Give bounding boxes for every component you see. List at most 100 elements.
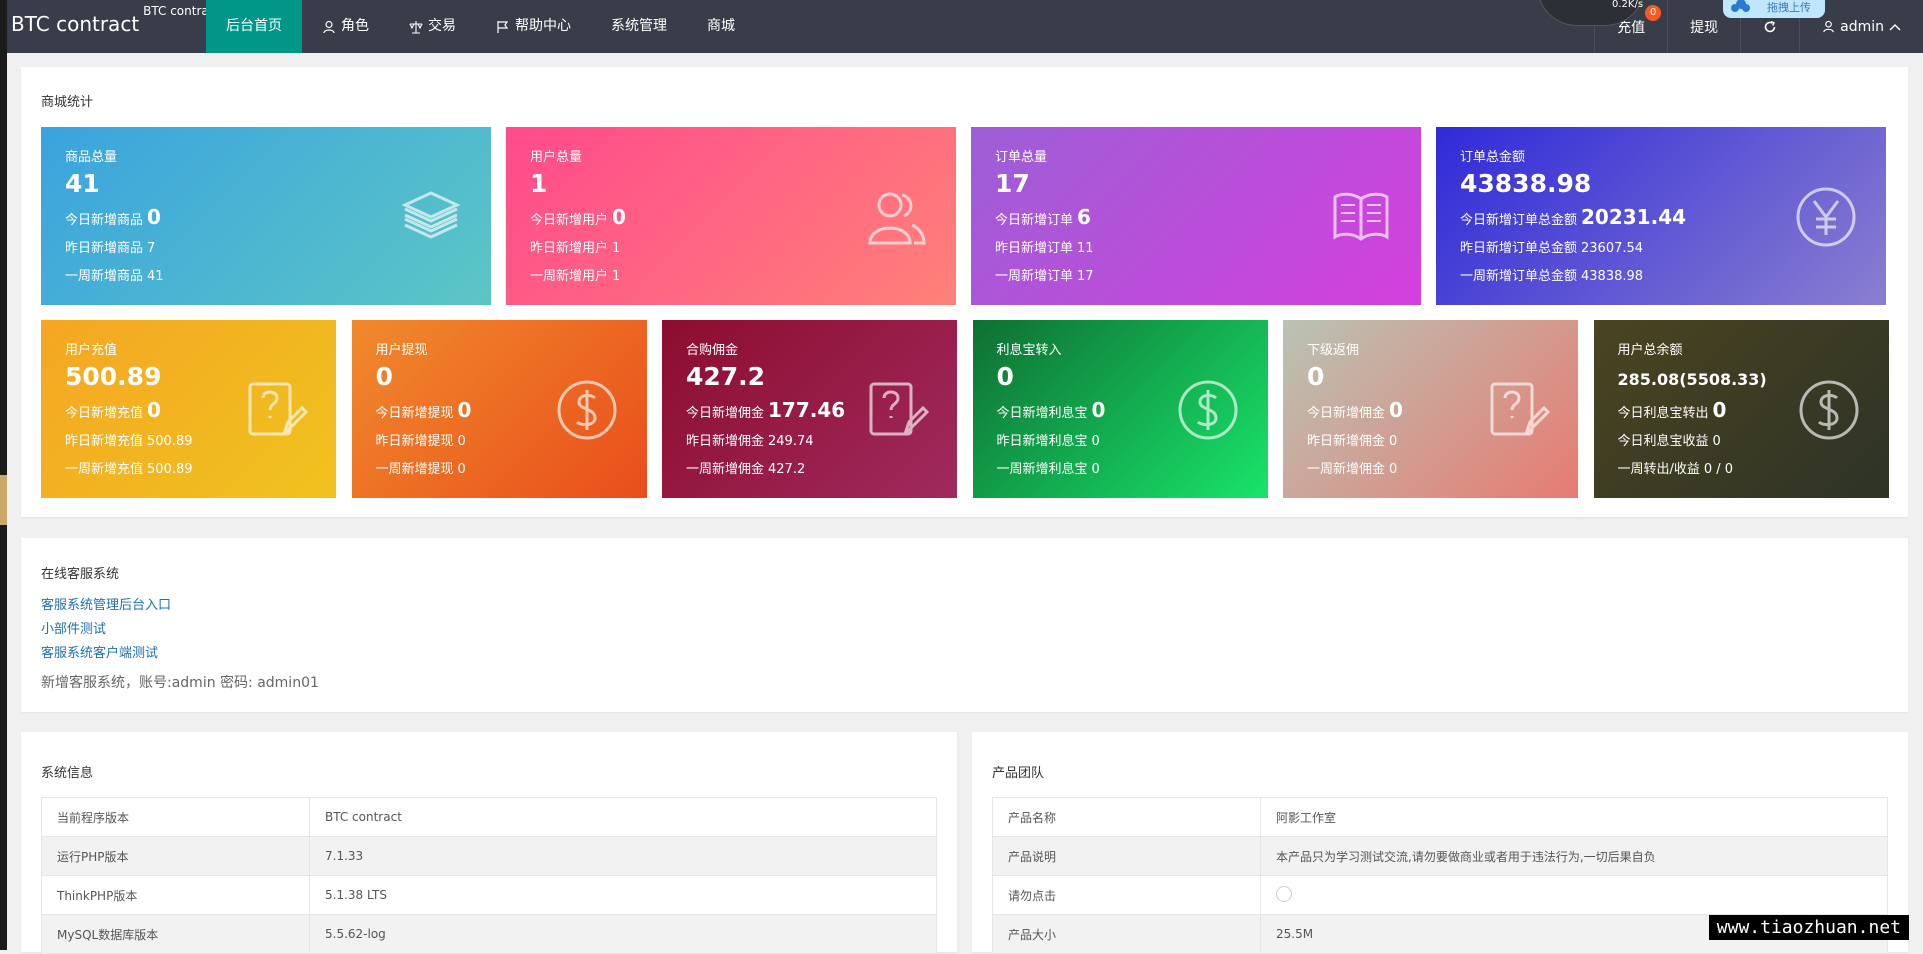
cs-client-test-link[interactable]: 客服系统客户端测试 <box>41 646 159 661</box>
stat-week: 一周新增订单总金额 43838.98 <box>1460 269 1644 284</box>
top-navbar: BTC contractBTC contract 后台首页 角色 交易 帮助中心… <box>7 0 1923 53</box>
stat-total: 0 <box>375 362 393 391</box>
recharge-button[interactable]: 充值 0 <box>1594 0 1667 53</box>
nav-home[interactable]: 后台首页 <box>206 0 302 53</box>
edit-icon <box>1486 378 1551 442</box>
user-menu[interactable]: admin <box>1799 0 1923 53</box>
main-nav: 后台首页 角色 交易 帮助中心 系统管理 商城 <box>206 0 755 53</box>
stat-today: 今日新增佣金 177.46 <box>686 398 846 422</box>
stat-today: 今日新增用户 0 <box>530 205 626 229</box>
withdraw-button[interactable]: 提现 <box>1667 0 1740 53</box>
cs-account-note: 新增客服系统，账号:admin 密码: admin01 <box>41 675 319 691</box>
table-row: 产品说明 本产品只为学习测试交流,请勿要做商业或者用于违法行为,一切后果自负 <box>992 836 1888 876</box>
stats-panel: 商城统计 商品总量 41 今日新增商品 0 昨日新增商品 7 一周新增商品 41 用户… <box>21 67 1908 517</box>
stat-yesterday: 今日利息宝收益 0 <box>1617 434 1721 449</box>
stat-card-row2-3: 利息宝转入 0 今日新增利息宝 0 昨日新增利息宝 0 一周新增利息宝 0 <box>972 320 1268 498</box>
user-icon <box>323 20 335 33</box>
stat-yesterday: 昨日新增用户 1 <box>530 241 621 256</box>
stat-week: 一周新增佣金 0 <box>1307 462 1398 477</box>
placeholder-badge-icon[interactable] <box>1276 885 1292 902</box>
recharge-badge: 0 <box>1645 5 1662 21</box>
stat-card-row1-2: 订单总量 17 今日新增订单 6 昨日新增订单 11 一周新增订单 17 <box>971 127 1421 305</box>
product-size-link[interactable]: 25.5M <box>1276 927 1314 941</box>
stat-total: 1 <box>530 169 548 198</box>
table-row: 产品名称 阿影工作室 <box>992 797 1888 837</box>
stat-card-row2-0: 用户充值 500.89 今日新增充值 0 昨日新增充值 500.89 一周新增充值 5… <box>41 320 336 498</box>
chevron-up-icon <box>1889 23 1901 30</box>
stat-week: 一周转出/收益 0 / 0 <box>1617 462 1734 477</box>
stat-week: 一周新增佣金 427.2 <box>686 462 806 477</box>
stat-total: 500.89 <box>65 362 162 391</box>
system-info-title: 系统信息 <box>41 766 94 781</box>
table-row: 当前程序版本 BTC contract <box>41 797 937 837</box>
stat-card-row2-4: 下级返佣 0 今日新增佣金 0 昨日新增佣金 0 一周新增佣金 0 <box>1283 320 1578 498</box>
stat-today: 今日新增订单 6 <box>995 205 1091 229</box>
stat-week: 一周新增商品 41 <box>65 269 164 284</box>
stat-total: 41 <box>65 169 100 198</box>
stat-yesterday: 昨日新增提现 0 <box>375 434 466 449</box>
stat-card-row1-0: 商品总量 41 今日新增商品 0 昨日新增商品 7 一周新增商品 41 <box>41 127 491 305</box>
nav-role[interactable]: 角色 <box>302 0 389 53</box>
stat-total: 17 <box>995 169 1030 198</box>
stat-today: 今日利息宝转出 0 <box>1617 398 1727 422</box>
stat-label: 下级返佣 <box>1307 343 1360 358</box>
book-icon <box>1329 185 1393 249</box>
stat-today: 今日新增提现 0 <box>375 398 472 422</box>
refresh-icon <box>1764 20 1776 32</box>
stat-card-row1-3: 订单总金额 43838.98 今日新增订单总金额 20231.44 昨日新增订单总… <box>1436 127 1886 305</box>
speed-readout: 0.2K/s <box>1612 0 1644 10</box>
table-row: MySQL数据库版本 5.5.62-log <box>41 914 937 954</box>
stat-yesterday: 昨日新增佣金 0 <box>1307 434 1398 449</box>
dollar-icon <box>1176 378 1240 442</box>
watermark: www.tiaozhuan.net <box>1708 915 1909 940</box>
scale-icon <box>409 20 423 34</box>
edit-icon <box>244 378 309 442</box>
refresh-button[interactable] <box>1740 0 1799 53</box>
layers-icon <box>399 185 463 249</box>
cloud-icon <box>1731 0 1750 12</box>
stat-today: 今日新增佣金 0 <box>1307 398 1403 422</box>
system-info-table: 当前程序版本 BTC contract 运行PHP版本 7.1.33 ThinkPH… <box>41 797 937 954</box>
nav-system[interactable]: 系统管理 <box>611 18 667 34</box>
nav-mall[interactable]: 商城 <box>707 18 735 34</box>
stat-today: 今日新增利息宝 0 <box>996 398 1106 422</box>
stat-today: 今日新增商品 0 <box>65 205 161 229</box>
nav-trade[interactable]: 交易 <box>389 0 476 53</box>
dollar-icon <box>1797 378 1861 442</box>
edit-icon <box>865 378 930 442</box>
stat-week: 一周新增利息宝 0 <box>996 462 1100 477</box>
stat-total: 285.08(5508.33) <box>1617 370 1767 389</box>
stat-week: 一周新增提现 0 <box>375 462 466 477</box>
right-nav: 充值 0 提现 admin <box>1594 0 1923 53</box>
stat-label: 用户总余额 <box>1617 343 1683 358</box>
cs-admin-link[interactable]: 客服系统管理后台入口 <box>41 598 172 613</box>
stat-total: 43838.98 <box>1460 169 1592 198</box>
stat-label: 订单总量 <box>995 150 1048 165</box>
system-info-panel: 系统信息 当前程序版本 BTC contract 运行PHP版本 7.1.33 Th… <box>21 732 957 954</box>
cs-widget-test-link[interactable]: 小部件测试 <box>41 622 107 637</box>
stat-total: 0 <box>1307 362 1325 391</box>
stat-total: 427.2 <box>686 362 766 391</box>
brand-logo[interactable]: BTC contractBTC contract <box>11 4 221 36</box>
stat-card-row2-2: 合购佣金 427.2 今日新增佣金 177.46 昨日新增佣金 249.74 一周新… <box>662 320 957 498</box>
stat-label: 订单总金额 <box>1460 150 1526 165</box>
stat-label: 利息宝转入 <box>996 343 1062 358</box>
stats-title: 商城统计 <box>41 95 94 110</box>
stat-yesterday: 昨日新增订单总金额 23607.54 <box>1460 241 1644 256</box>
table-row: 请勿点击 <box>992 875 1888 915</box>
stat-week: 一周新增充值 500.89 <box>65 462 193 477</box>
stat-week: 一周新增订单 17 <box>995 269 1094 284</box>
stat-week: 一周新增用户 1 <box>530 269 621 284</box>
product-team-panel: 产品团队 产品名称 阿影工作室 产品说明 本产品只为学习测试交流,请勿要做商业或者用… <box>972 732 1908 954</box>
stat-label: 用户提现 <box>375 343 428 358</box>
stat-card-row1-1: 用户总量 1 今日新增用户 0 昨日新增用户 1 一周新增用户 1 <box>506 127 956 305</box>
stat-yesterday: 昨日新增充值 500.89 <box>65 434 193 449</box>
cs-title: 在线客服系统 <box>41 567 120 582</box>
users-icon <box>864 185 928 249</box>
flag-icon <box>497 20 509 33</box>
nav-help[interactable]: 帮助中心 <box>476 0 591 53</box>
stat-label: 合购佣金 <box>686 343 739 358</box>
product-team-title: 产品团队 <box>992 766 1045 781</box>
stat-label: 商品总量 <box>65 150 118 165</box>
upload-pill[interactable]: 拖拽上传 <box>1723 0 1825 18</box>
